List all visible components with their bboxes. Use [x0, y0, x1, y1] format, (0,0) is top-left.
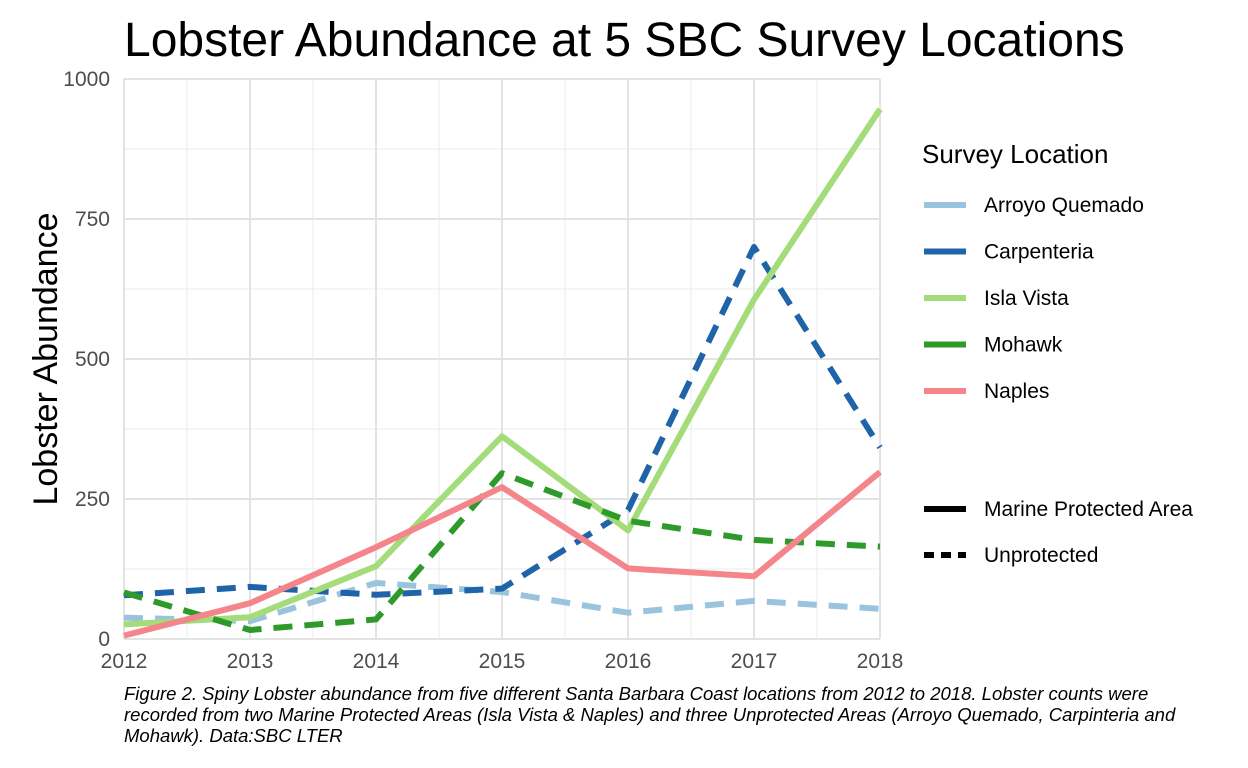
- figure-caption: Figure 2. Spiny Lobster abundance from f…: [124, 683, 1176, 746]
- series-line-mohawk: [123, 470, 881, 633]
- legend-entry-arroyo-quemado: Arroyo Quemado: [924, 194, 1144, 217]
- x-tick-labels: 2012 2013 2014 2015 2016 2017 2018: [101, 650, 904, 673]
- y-tick-labels: 0 250 500 750 1000: [63, 68, 110, 651]
- y-tick-label: 1000: [63, 68, 110, 91]
- legend-label: Naples: [984, 380, 1049, 403]
- x-tick-label: 2018: [857, 650, 904, 673]
- legend-entry-isla-vista: Isla Vista: [924, 287, 1069, 310]
- chart-title: Lobster Abundance at 5 SBC Survey Locati…: [124, 14, 1125, 67]
- y-axis-label: Lobster Abundance: [27, 212, 65, 505]
- x-tick-label: 2015: [479, 650, 526, 673]
- x-tick-label: 2013: [227, 650, 274, 673]
- series-line-arroyo-quemado: [123, 580, 881, 625]
- legend-label: Mohawk: [984, 334, 1063, 357]
- series-lines: [123, 107, 883, 639]
- legend-entry-carpenteria: Carpenteria: [924, 241, 1094, 264]
- legend-color-entries: Arroyo Quemado Carpenteria Isla Vista Mohaw…: [924, 194, 1144, 403]
- legend-label: Carpenteria: [984, 241, 1094, 264]
- legend-title: Survey Location: [922, 139, 1108, 169]
- series-line-isla-vista: [123, 107, 883, 628]
- x-tick-label: 2016: [605, 650, 652, 673]
- legend-entry-unprotected: Unprotected: [924, 544, 1098, 567]
- x-tick-label: 2012: [101, 650, 148, 673]
- legend-entry-marine-protected-area: Marine Protected Area: [924, 498, 1193, 521]
- y-tick-label: 0: [98, 628, 110, 651]
- series-line-naples: [123, 469, 882, 639]
- legend: Survey Location Arroyo Quemado Carpenteri…: [922, 139, 1193, 567]
- legend-label: Arroyo Quemado: [984, 194, 1144, 217]
- x-tick-label: 2017: [731, 650, 778, 673]
- y-tick-label: 250: [75, 488, 110, 511]
- y-tick-label: 750: [75, 208, 110, 231]
- x-tick-label: 2014: [353, 650, 400, 673]
- legend-linetype-entries: Marine Protected Area Unprotected: [924, 498, 1193, 567]
- legend-label: Marine Protected Area: [984, 498, 1193, 521]
- legend-label: Unprotected: [984, 544, 1098, 567]
- series-line-carpenteria: [123, 244, 883, 599]
- legend-entry-mohawk: Mohawk: [924, 334, 1063, 357]
- legend-entry-naples: Naples: [924, 380, 1049, 403]
- major-gridlines: [123, 78, 881, 640]
- y-tick-label: 500: [75, 348, 110, 371]
- legend-label: Isla Vista: [984, 287, 1069, 310]
